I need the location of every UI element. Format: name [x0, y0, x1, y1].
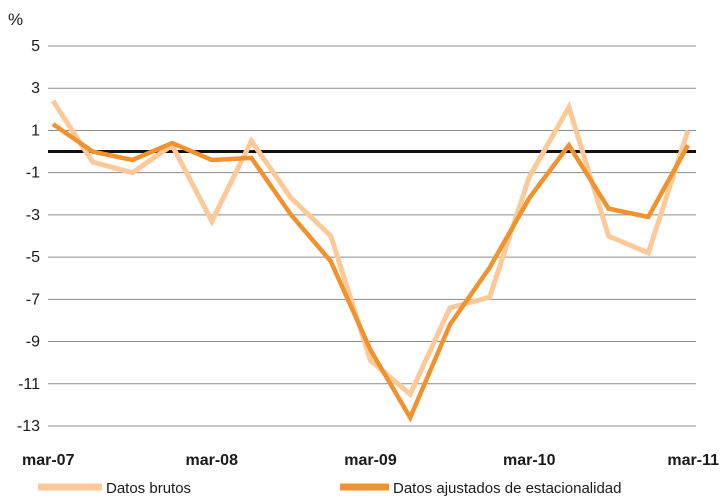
grid-layer: [48, 45, 696, 427]
y-tick-label: -13: [17, 418, 40, 435]
series-line-1: [50, 99, 691, 399]
x-tick-label: mar-07: [22, 452, 75, 469]
y-tick-label: -7: [26, 291, 40, 308]
y-tick-label: -3: [26, 207, 40, 224]
y-tick-label: -1: [26, 165, 40, 182]
x-tick-labels: mar-07 mar-08 mar-09 mar-10 mar-11: [22, 452, 719, 469]
y-tick-label: -9: [26, 334, 40, 351]
legend: Datos brutos Datos ajustados de estaciona…: [38, 480, 622, 497]
y-unit-label: %: [8, 10, 23, 29]
legend-label: Datos brutos: [106, 480, 191, 497]
x-tick-label: mar-10: [503, 452, 556, 469]
y-tick-label: 1: [31, 122, 40, 139]
y-tick-labels: 5 3 1 -1 -3 -5 -7 -9 -11 -13: [17, 38, 40, 435]
series-layer: [50, 99, 691, 423]
x-tick-label: mar-11: [667, 452, 719, 469]
x-tick-label: mar-09: [344, 452, 397, 469]
legend-label: Datos ajustados de estacionalidad: [393, 480, 622, 497]
series-line-2: [51, 122, 690, 423]
y-tick-label: -5: [26, 249, 40, 266]
y-tick-label: 5: [31, 38, 40, 55]
y-tick-label: 3: [31, 80, 40, 97]
y-tick-label: -11: [18, 376, 40, 393]
x-tick-label: mar-08: [186, 452, 239, 469]
